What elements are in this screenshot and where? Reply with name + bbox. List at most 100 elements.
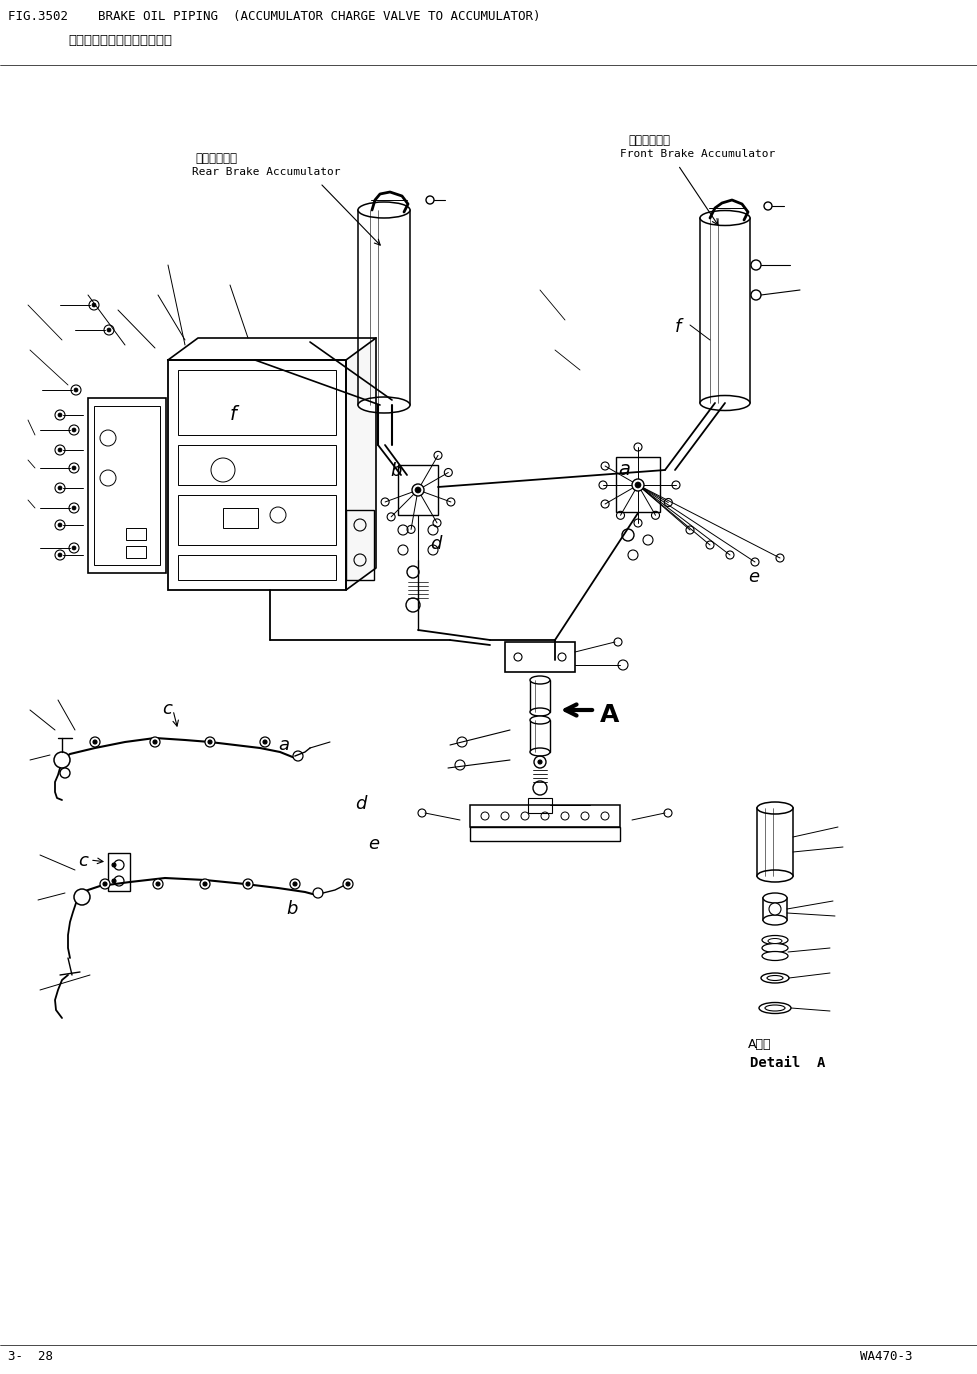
Text: 后制动蓄能器: 后制动蓄能器 <box>195 153 237 165</box>
Ellipse shape <box>757 870 793 882</box>
Circle shape <box>74 387 78 392</box>
Circle shape <box>58 414 62 416</box>
Circle shape <box>72 466 76 470</box>
Text: 3-  28: 3- 28 <box>8 1351 53 1363</box>
Text: e: e <box>368 835 379 853</box>
Circle shape <box>72 545 76 550</box>
Text: A详组: A详组 <box>748 1037 772 1051</box>
Bar <box>126 545 146 558</box>
Circle shape <box>632 480 644 491</box>
Circle shape <box>635 482 641 488</box>
Ellipse shape <box>765 1004 785 1011</box>
Circle shape <box>156 882 160 886</box>
Circle shape <box>293 752 303 761</box>
Circle shape <box>74 889 90 905</box>
Circle shape <box>112 863 116 867</box>
Circle shape <box>343 879 353 889</box>
Circle shape <box>313 888 323 899</box>
Text: Rear Brake Accumulator: Rear Brake Accumulator <box>192 168 341 177</box>
Circle shape <box>100 879 110 889</box>
Ellipse shape <box>757 802 793 813</box>
Bar <box>108 853 130 890</box>
Bar <box>470 827 620 841</box>
Ellipse shape <box>761 973 789 982</box>
Circle shape <box>60 768 70 778</box>
Bar <box>528 798 552 813</box>
Bar <box>346 510 374 580</box>
Ellipse shape <box>763 915 787 925</box>
Text: f: f <box>230 405 236 425</box>
Circle shape <box>203 882 207 886</box>
Circle shape <box>58 448 62 452</box>
Text: FIG.3502    BRAKE OIL PIPING  (ACCUMULATOR CHARGE VALVE TO ACCUMULATOR): FIG.3502 BRAKE OIL PIPING (ACCUMULATOR C… <box>8 10 540 23</box>
Bar <box>94 405 160 565</box>
Circle shape <box>150 736 160 747</box>
Circle shape <box>263 741 267 743</box>
Text: WA470-3: WA470-3 <box>860 1351 913 1363</box>
Text: f: f <box>675 317 681 337</box>
Text: b: b <box>286 900 297 918</box>
Bar <box>223 508 258 528</box>
Ellipse shape <box>358 202 410 218</box>
Circle shape <box>114 877 124 886</box>
Circle shape <box>200 879 210 889</box>
Circle shape <box>72 427 76 431</box>
Circle shape <box>260 736 270 747</box>
Circle shape <box>412 484 424 496</box>
Circle shape <box>114 860 124 870</box>
Circle shape <box>58 552 62 556</box>
Text: c: c <box>162 699 172 719</box>
Circle shape <box>769 903 781 915</box>
Circle shape <box>92 304 96 306</box>
Text: A: A <box>600 703 619 727</box>
Text: a: a <box>618 460 630 480</box>
Bar <box>757 808 793 877</box>
Circle shape <box>103 882 107 886</box>
Text: d: d <box>355 796 366 813</box>
Bar <box>470 805 620 827</box>
Bar <box>398 464 438 515</box>
Circle shape <box>153 879 163 889</box>
Bar <box>88 398 166 573</box>
Circle shape <box>153 741 157 743</box>
Ellipse shape <box>762 952 788 960</box>
Circle shape <box>90 736 100 747</box>
Circle shape <box>246 882 250 886</box>
Bar <box>178 445 336 485</box>
Bar <box>530 680 550 712</box>
Text: b: b <box>390 462 402 480</box>
Text: a: a <box>278 736 289 754</box>
Circle shape <box>54 752 70 768</box>
Circle shape <box>58 523 62 528</box>
Ellipse shape <box>530 716 550 724</box>
Bar <box>178 555 336 580</box>
Text: 制动管路（蓄能阀到蓄能器）: 制动管路（蓄能阀到蓄能器） <box>68 34 172 47</box>
Ellipse shape <box>530 676 550 684</box>
Ellipse shape <box>762 936 788 944</box>
Circle shape <box>415 486 421 493</box>
Bar <box>178 495 336 545</box>
Ellipse shape <box>358 397 410 414</box>
Bar <box>530 720 550 752</box>
Polygon shape <box>346 338 376 589</box>
Circle shape <box>58 486 62 491</box>
Ellipse shape <box>762 944 788 952</box>
Text: 前制动蓄能器: 前制动蓄能器 <box>628 135 670 147</box>
Circle shape <box>93 741 97 743</box>
Text: c: c <box>78 852 88 870</box>
Ellipse shape <box>767 976 783 981</box>
Bar <box>505 642 575 672</box>
Bar <box>126 528 146 540</box>
Circle shape <box>208 741 212 743</box>
Ellipse shape <box>530 708 550 716</box>
Bar <box>178 370 336 436</box>
Ellipse shape <box>700 210 750 225</box>
Text: Detail  A: Detail A <box>750 1057 826 1070</box>
Ellipse shape <box>768 938 782 944</box>
Circle shape <box>243 879 253 889</box>
Bar <box>616 458 660 513</box>
Circle shape <box>346 882 350 886</box>
Text: e: e <box>748 567 759 585</box>
Ellipse shape <box>759 1003 791 1014</box>
Circle shape <box>538 760 542 764</box>
